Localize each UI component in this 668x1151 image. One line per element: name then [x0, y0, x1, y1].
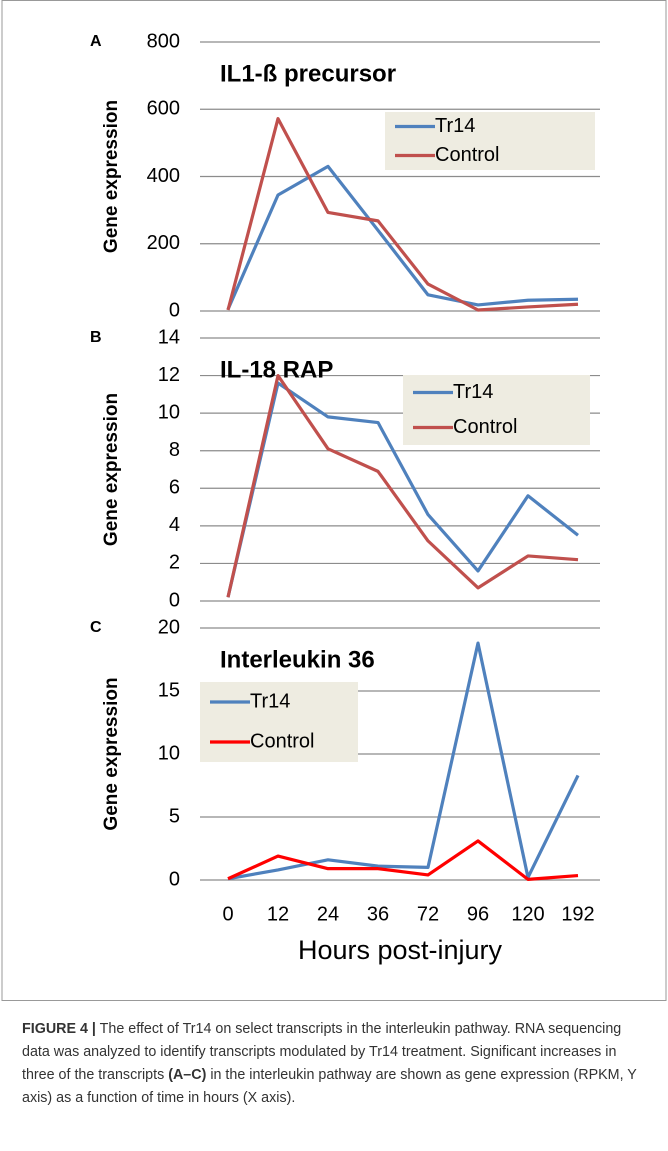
figure-frame [1, 0, 667, 1001]
x-tick-label: 0 [222, 903, 233, 925]
y-tick-label: 200 [147, 232, 180, 254]
panel-label: B [90, 329, 102, 346]
legend-label: Tr14 [453, 381, 493, 403]
y-tick-label: 14 [158, 326, 180, 348]
legend-label: Tr14 [435, 115, 475, 137]
caption-label: FIGURE 4 | [22, 1021, 96, 1037]
x-tick-label: 12 [267, 903, 289, 925]
panel-label: A [90, 33, 102, 50]
y-tick-label: 8 [169, 439, 180, 461]
legend-box [403, 375, 590, 445]
y-tick-label: 2 [169, 552, 180, 574]
panel-label: C [90, 619, 102, 636]
y-tick-label: 6 [169, 477, 180, 499]
y-tick-label: 10 [158, 742, 180, 764]
x-tick-label: 72 [417, 903, 439, 925]
legend-label: Tr14 [250, 690, 290, 712]
legend-label: Control [435, 144, 499, 166]
x-tick-label: 96 [467, 903, 489, 925]
y-tick-label: 4 [169, 514, 180, 536]
data-line [227, 839, 579, 881]
chart-title: Interleukin 36 [220, 646, 375, 673]
chart-title: IL1-ß precursor [220, 60, 396, 87]
caption-text: (A–C) [168, 1067, 207, 1083]
y-tick-label: 15 [158, 679, 180, 701]
y-tick-label: 0 [169, 868, 180, 890]
data-line [226, 164, 579, 310]
legend-label: Control [250, 730, 314, 752]
y-axis-label: Gene expression [101, 677, 122, 830]
x-axis-label: Hours post-injury [298, 935, 503, 965]
x-tick-label: 192 [561, 903, 594, 925]
legend-box [385, 112, 595, 170]
x-tick-label: 36 [367, 903, 389, 925]
y-tick-label: 5 [169, 805, 180, 827]
y-tick-label: 0 [169, 299, 180, 321]
x-tick-label: 120 [511, 903, 544, 925]
y-tick-label: 0 [169, 589, 180, 611]
y-tick-label: 800 [147, 30, 180, 52]
y-tick-label: 600 [147, 98, 180, 120]
y-tick-label: 400 [147, 165, 180, 187]
data-line [226, 117, 579, 312]
data-line [226, 373, 579, 598]
caption-text: in the interleukin pathway are shown as … [22, 1067, 637, 1106]
y-axis-label: Gene expression [101, 393, 122, 546]
caption-text: The effect of Tr14 on select transcripts… [22, 1021, 622, 1083]
y-tick-label: 20 [158, 616, 180, 638]
data-line [227, 641, 580, 881]
y-tick-label: 10 [158, 401, 180, 423]
caption: FIGURE 4 | The effect of Tr14 on select … [22, 1018, 650, 1110]
y-tick-label: 12 [158, 364, 180, 386]
y-axis-label: Gene expression [101, 100, 122, 253]
legend-label: Control [453, 416, 517, 438]
legend-box [200, 682, 358, 762]
x-tick-label: 24 [317, 903, 339, 925]
